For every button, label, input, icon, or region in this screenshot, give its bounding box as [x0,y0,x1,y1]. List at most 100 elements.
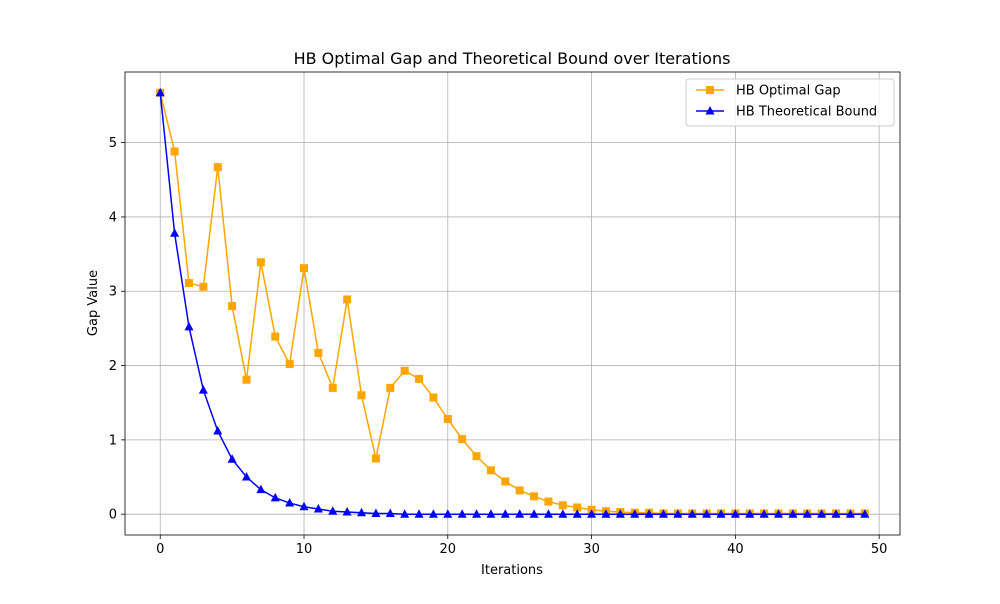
data-point [213,425,223,435]
data-point [385,508,395,517]
data-point [702,509,712,518]
data-point [228,302,237,311]
data-point [644,509,654,518]
data-point [198,385,208,394]
y-tick-label: 4 [109,210,117,225]
data-point [759,509,769,518]
data-point [457,509,467,518]
data-point [328,506,338,515]
data-point [386,383,395,392]
x-axis-label: Iterations [481,563,543,578]
legend-box [685,78,895,127]
legend-label: HB Optimal Gap [736,84,841,99]
x-tick-label: 20 [440,542,457,557]
data-point [314,348,323,357]
data-point [170,228,180,237]
data-point [270,492,280,502]
data-point [486,466,495,475]
data-point [414,509,424,518]
data-point [313,503,323,513]
chart-title: HB Optimal Gap and Theoretical Bound ove… [294,49,731,68]
data-point [529,509,539,518]
series-2 [155,87,870,518]
data-point [500,509,510,518]
data-point [371,508,381,517]
data-point [716,509,726,518]
data-point [515,509,525,518]
data-point [573,503,582,512]
data-point [501,477,510,486]
y-tick-label: 2 [109,359,117,374]
legend-items: HB Optimal Gap HB Theoretical Bound [696,84,877,120]
data-point [543,509,553,518]
data-point [530,492,539,501]
data-point [428,509,438,518]
data-point [357,391,366,400]
data-point [443,415,452,424]
data-point [544,497,553,506]
data-point [443,509,453,518]
data-point [730,509,740,518]
data-point [227,454,237,463]
x-tick-label: 0 [156,542,164,557]
data-point [299,501,309,511]
plot-frame [124,71,901,536]
data-point [256,258,265,267]
data-point [472,509,482,518]
x-tick-label: 30 [583,542,600,557]
data-point [400,366,409,375]
axes [121,71,901,539]
data-point [184,321,194,331]
tick-labels: 0 10 20 30 40 50 0 1 2 3 4 5 [109,136,888,557]
data-point [572,509,582,518]
data-point [271,332,280,341]
data-point [357,507,367,517]
data-point [213,163,222,172]
data-point [630,509,640,518]
data-point [429,393,438,402]
data-point [817,509,827,518]
data-point [371,454,380,463]
data-point [860,509,870,518]
data-point [587,509,597,518]
data-point [285,360,294,369]
data-point [802,509,812,518]
data-point [845,509,855,518]
y-tick-label: 3 [109,285,117,300]
data-point [285,498,295,507]
x-tick-label: 50 [871,542,888,557]
y-tick-label: 1 [109,433,117,448]
data-point [687,509,697,518]
legend: HB Optimal Gap HB Theoretical Bound [685,78,895,127]
data-point [242,375,251,384]
data-point [486,509,496,518]
data-point [601,509,611,518]
legend-marker [705,106,715,115]
data-point [256,484,266,494]
data-point [170,147,179,156]
data-point [458,435,467,444]
data-point [400,509,410,518]
data-point [745,509,755,518]
data-point [673,509,683,518]
data-point [558,509,568,518]
data-point [300,264,309,273]
data-point [328,383,337,392]
legend-item: HB Optimal Gap [696,84,841,99]
data-point [558,501,567,510]
data-point [342,506,352,516]
data-point [415,374,424,383]
data-point [155,87,165,97]
x-tick-label: 10 [296,542,313,557]
data-point [658,509,668,518]
y-axis-label: Gap Value [86,270,101,336]
data-point [343,295,352,304]
data-point [831,509,841,518]
data-point [788,509,798,518]
y-tick-label: 5 [109,136,117,151]
y-tick-label: 0 [109,508,117,523]
data-point [774,509,784,518]
data-point [199,282,208,291]
